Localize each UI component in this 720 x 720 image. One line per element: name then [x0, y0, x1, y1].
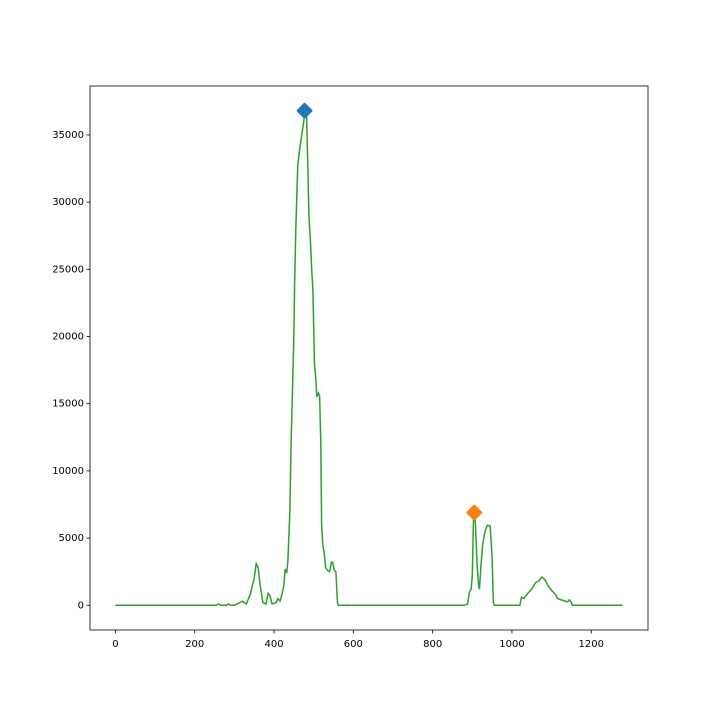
- peak-marker: [466, 504, 483, 521]
- y-tick-label: 10000: [52, 466, 84, 477]
- y-tick-label: 35000: [52, 130, 84, 141]
- x-tick-label: 1200: [579, 639, 604, 650]
- y-tick-label: 15000: [52, 399, 84, 410]
- y-tick-label: 20000: [52, 331, 84, 342]
- plot-frame: [89, 85, 649, 631]
- y-tick-label: 0: [78, 600, 84, 611]
- y-tick-label: 25000: [52, 264, 84, 275]
- x-tick-label: 1000: [499, 639, 524, 650]
- x-tick-label: 400: [264, 639, 283, 650]
- x-tick-label: 800: [423, 639, 442, 650]
- y-tick-label: 30000: [52, 197, 84, 208]
- x-tick-label: 200: [185, 639, 204, 650]
- y-tick-label: 5000: [59, 533, 84, 544]
- x-tick-label: 600: [344, 639, 363, 650]
- x-tick-label: 0: [112, 639, 118, 650]
- peak-marker: [296, 102, 313, 119]
- data-line: [115, 109, 623, 607]
